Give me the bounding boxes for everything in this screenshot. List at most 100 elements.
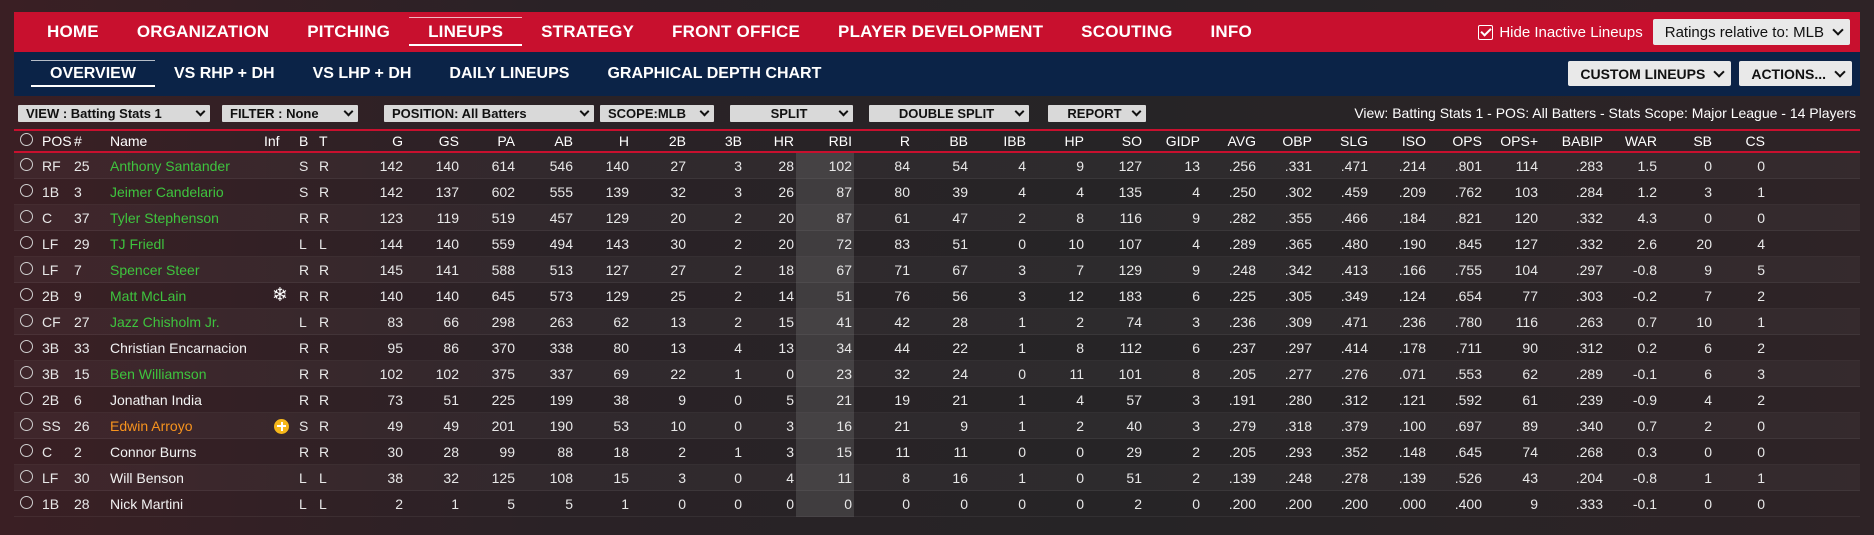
subtab-vs-lhp-dh[interactable]: VS LHP + DH [312, 65, 412, 82]
table-row[interactable]: C 37 Tyler Stephenson R R 123 119 519 457 129 20 2 2… [14, 204, 1860, 231]
tab-info[interactable]: INFO [1210, 22, 1252, 41]
row-select-radio-icon[interactable] [20, 339, 33, 353]
table-row[interactable]: LF 7 Spencer Steer R R 145 141 588 513 127 27 2 18 67… [14, 256, 1860, 283]
double-split-dropdown[interactable]: DOUBLE SPLIT [869, 105, 1029, 122]
table-row[interactable]: 2B 6 Jonathan India R R 73 51 225 199 38 9 0 5 21 19 21… [14, 386, 1860, 413]
column-header-sb[interactable]: SB [1693, 133, 1712, 149]
table-row[interactable]: 3B 15 Ben Williamson R R 102 102 375 337 69 22 1 0 23… [14, 360, 1860, 387]
column-header-h[interactable]: H [618, 133, 629, 149]
player-name-link[interactable]: Nick Martini [110, 495, 184, 512]
row-select[interactable] [14, 209, 42, 226]
player-name-link[interactable]: Connor Burns [110, 443, 197, 460]
column-header-ops[interactable]: OPS [1452, 133, 1482, 149]
row-select-radio-icon[interactable] [20, 313, 33, 327]
column-header-hp[interactable]: HP [1064, 133, 1084, 149]
row-select[interactable] [14, 183, 42, 200]
checkbox-checked-icon[interactable] [1478, 24, 1494, 40]
player-name-link[interactable]: Matt McLain [110, 287, 187, 304]
column-header-r[interactable]: R [899, 133, 910, 149]
table-row[interactable]: SS 26 Edwin Arroyo S R 49 49 201 190 53 10 0 3 16 21 9 1… [14, 412, 1860, 439]
column-header-babip[interactable]: BABIP [1561, 133, 1603, 149]
tab-player-development[interactable]: PLAYER DEVELOPMENT [838, 22, 1044, 41]
column-header-name[interactable]: Name [110, 133, 148, 149]
player-name-link[interactable]: Anthony Santander [110, 157, 230, 174]
player-name-link[interactable]: Jonathan India [110, 391, 202, 408]
column-header-war[interactable]: WAR [1624, 133, 1657, 149]
row-select[interactable] [14, 495, 42, 512]
column-header-ab[interactable]: AB [554, 133, 573, 149]
table-row[interactable]: C 2 Connor Burns R R 30 28 99 88 18 2 1 3 15 11 11 0 0 29 2… [14, 438, 1860, 465]
subtab-graphical-depth-chart[interactable]: GRAPHICAL DEPTH CHART [607, 65, 822, 82]
table-row[interactable]: 3B 33 Christian Encarnacion R R 95 86 370 338 80 1… [14, 334, 1860, 361]
ratings-relative-dropdown[interactable]: Ratings relative to: MLB [1652, 19, 1850, 45]
column-header-pos[interactable]: POS [42, 133, 72, 149]
row-select-radio-icon[interactable] [20, 261, 33, 275]
tab-front-office[interactable]: FRONT OFFICE [672, 22, 801, 41]
column-header-bb[interactable]: BB [949, 133, 968, 149]
hide-inactive-lineups-toggle[interactable]: Hide Inactive Lineups [1478, 24, 1643, 41]
table-row[interactable]: 2B 9 Matt McLain ❄ R R 140 140 645 573 129 25 2 14 51 7… [14, 282, 1860, 309]
column-header-b[interactable]: B [299, 133, 309, 149]
tab-strategy[interactable]: STRATEGY [541, 22, 635, 41]
row-select[interactable] [14, 365, 42, 382]
table-row[interactable]: RF 25 Anthony Santander S R 142 140 614 546 140 27… [14, 152, 1860, 179]
player-name-link[interactable]: Jazz Chisholm Jr. [110, 313, 220, 330]
column-header-cs[interactable]: CS [1745, 133, 1765, 149]
custom-lineups-dropdown[interactable]: CUSTOM LINEUPS [1568, 61, 1732, 86]
row-select[interactable] [14, 443, 42, 460]
column-header-gs[interactable]: GS [438, 133, 459, 149]
column-header-t[interactable]: T [319, 133, 328, 149]
row-select[interactable] [14, 417, 42, 434]
column-header-slg[interactable]: SLG [1339, 133, 1368, 149]
subtab-vs-rhp-dh[interactable]: VS RHP + DH [173, 65, 275, 82]
row-select[interactable] [14, 235, 42, 252]
column-header-g[interactable]: G [392, 133, 403, 149]
column-header-inf[interactable]: Inf [264, 133, 280, 149]
player-name-link[interactable]: Spencer Steer [110, 261, 200, 278]
player-name-link[interactable]: Jeimer Candelario [110, 183, 224, 200]
column-header-number[interactable]: # [74, 133, 82, 149]
position-dropdown[interactable]: POSITION: All Batters [384, 105, 594, 122]
column-header-obp[interactable]: OBP [1282, 133, 1312, 149]
column-header-rbi[interactable]: RBI [828, 133, 852, 149]
header-select[interactable] [14, 133, 42, 149]
column-header-hr[interactable]: HR [773, 133, 794, 149]
row-select[interactable] [14, 261, 42, 278]
column-header-avg[interactable]: AVG [1227, 133, 1256, 149]
row-select-radio-icon[interactable] [20, 235, 33, 249]
actions-dropdown[interactable]: ACTIONS... [1739, 61, 1852, 86]
column-header-2b[interactable]: 2B [668, 133, 686, 149]
row-select-radio-icon[interactable] [20, 443, 33, 457]
table-row[interactable]: LF 30 Will Benson L L 38 32 125 108 15 3 0 4 11 8 16 1 0 5… [14, 464, 1860, 491]
column-header-gidp[interactable]: GIDP [1165, 133, 1200, 149]
row-select-radio-icon[interactable] [20, 365, 33, 379]
split-dropdown[interactable]: SPLIT [730, 105, 853, 122]
player-name-link[interactable]: TJ Friedl [110, 235, 165, 252]
row-select-radio-icon[interactable] [20, 391, 33, 405]
view-dropdown[interactable]: VIEW : Batting Stats 1 [18, 105, 210, 122]
row-select[interactable] [14, 339, 42, 356]
row-select-radio-icon[interactable] [20, 287, 33, 301]
scope-dropdown[interactable]: SCOPE:MLB [600, 105, 714, 122]
table-row[interactable]: LF 29 TJ Friedl L L 144 140 559 494 143 30 2 20 72 83 5… [14, 230, 1860, 257]
tab-home[interactable]: HOME [47, 22, 99, 41]
row-select[interactable] [14, 287, 42, 304]
table-row[interactable]: 1B 3 Jeimer Candelario S R 142 137 602 555 139 32 3… [14, 178, 1860, 205]
player-name-link[interactable]: Will Benson [110, 469, 184, 486]
player-name-link[interactable]: Christian Encarnacion [110, 339, 247, 356]
select-all-radio-icon[interactable] [20, 133, 33, 146]
row-select[interactable] [14, 469, 42, 486]
column-header-iso[interactable]: ISO [1401, 133, 1426, 149]
subtab-daily-lineups[interactable]: DAILY LINEUPS [449, 65, 570, 82]
column-header-ibb[interactable]: IBB [1003, 133, 1026, 149]
player-name-link[interactable]: Tyler Stephenson [110, 209, 219, 226]
table-row[interactable]: 1B 28 Nick Martini L L 2 1 5 5 1 0 0 0 0 0 0 0 0 2 0.200.20… [14, 490, 1860, 517]
row-select[interactable] [14, 313, 42, 330]
report-dropdown[interactable]: REPORT [1048, 105, 1146, 122]
tab-pitching[interactable]: PITCHING [307, 22, 391, 41]
subtab-overview[interactable]: OVERVIEW [31, 52, 155, 96]
row-select-radio-icon[interactable] [20, 209, 33, 223]
player-name-link[interactable]: Ben Williamson [110, 365, 207, 382]
player-name-link[interactable]: Edwin Arroyo [110, 417, 193, 434]
column-header-so[interactable]: SO [1121, 133, 1142, 149]
